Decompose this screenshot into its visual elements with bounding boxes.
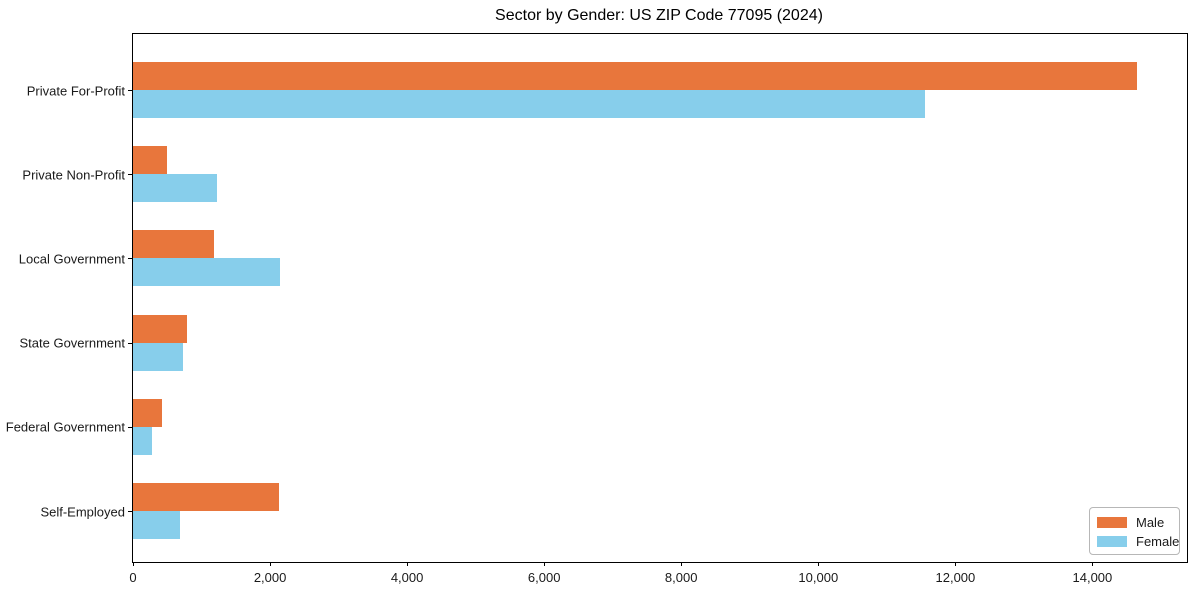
x-axis-tick	[544, 562, 546, 566]
x-tick-label-10000: 10,000	[798, 570, 839, 585]
y-axis-tick	[128, 90, 132, 91]
x-axis-tick	[407, 562, 409, 566]
x-axis-tick	[955, 562, 957, 566]
y-tick-label-self-employed: Self-Employed	[40, 504, 125, 519]
y-axis-tick	[128, 174, 132, 176]
x-tick-label-2000: 2,000	[253, 570, 287, 585]
x-tick-label-14000: 14,000	[1072, 570, 1113, 585]
x-axis-tick	[270, 562, 272, 566]
legend-item-male: Male	[1097, 513, 1172, 532]
legend-label-male: Male	[1136, 515, 1165, 530]
y-tick-label-private-non-profit: Private Non-Profit	[22, 167, 125, 183]
bar-male-private-non-profit	[133, 146, 168, 175]
bar-male-self-employed	[133, 483, 279, 511]
bar-male-private-for-profit	[133, 62, 1137, 90]
legend: Male Female	[1089, 507, 1180, 555]
x-tick-label-4000: 4,000	[390, 570, 424, 585]
bar-male-local-government	[133, 230, 214, 259]
bar-female-private-for-profit	[133, 90, 925, 118]
bar-male-state-government	[133, 314, 188, 343]
bar-male-federal-government	[133, 398, 162, 427]
y-tick-label-federal-government: Federal Government	[5, 419, 125, 435]
x-axis-tick	[818, 562, 820, 566]
y-axis-tick	[128, 511, 132, 512]
y-tick-label-private-for-profit: Private For-Profit	[26, 83, 125, 98]
y-tick-label-state-government: State Government	[19, 335, 126, 351]
x-tick-label-8000: 8,000	[664, 570, 698, 585]
y-axis-tick	[128, 258, 132, 260]
legend-swatch-female	[1097, 536, 1127, 547]
plot-area: Private For-Profit Private Non-Profit Loca…	[6, 33, 1188, 585]
legend-label-female: Female	[1136, 534, 1180, 549]
chart-title: Sector by Gender: US ZIP Code 77095 (202…	[495, 7, 823, 24]
legend-item-female: Female	[1097, 532, 1179, 551]
bar-female-state-government	[133, 342, 183, 371]
x-tick-label-12000: 12,000	[935, 570, 976, 585]
bar-female-self-employed	[133, 511, 180, 539]
bar-female-private-non-profit	[133, 174, 218, 203]
bar-female-federal-government	[133, 426, 153, 455]
x-axis-tick	[1092, 562, 1094, 566]
x-tick-label-6000: 6,000	[527, 570, 561, 585]
y-tick-label-local-government: Local Government	[18, 251, 125, 267]
x-tick-label-0: 0	[129, 570, 137, 585]
x-axis-tick	[681, 562, 683, 566]
x-axis-tick	[133, 562, 134, 566]
legend-swatch-male	[1097, 517, 1127, 528]
y-axis-tick	[128, 342, 132, 344]
y-axis-tick	[128, 426, 132, 428]
bar-female-local-government	[133, 258, 280, 287]
